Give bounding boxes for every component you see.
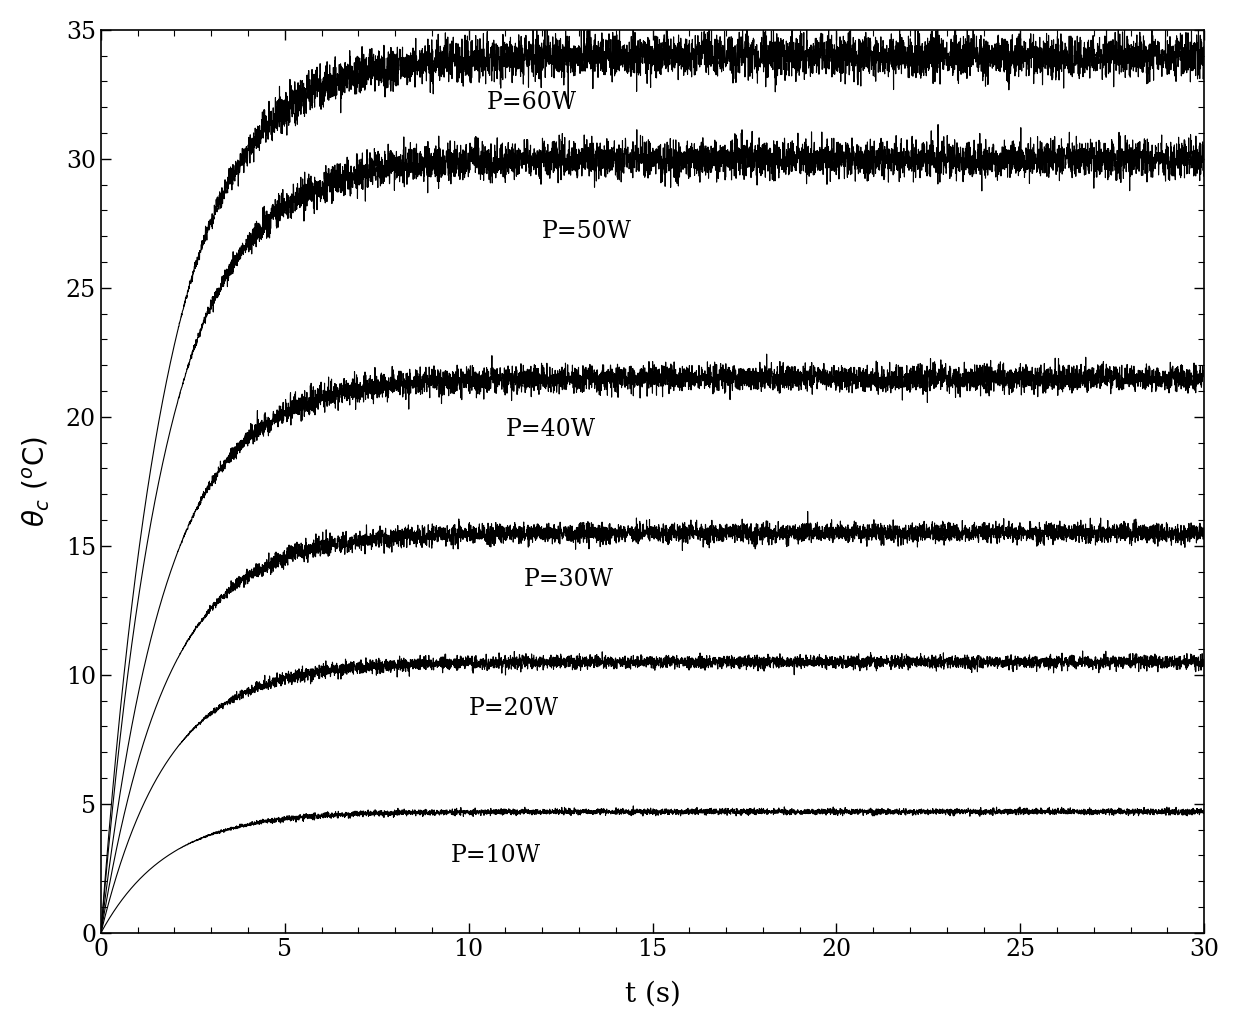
X-axis label: t (s): t (s) xyxy=(625,980,681,1007)
Text: P=50W: P=50W xyxy=(542,220,632,243)
Text: P=30W: P=30W xyxy=(523,567,614,591)
Text: P=60W: P=60W xyxy=(487,90,577,113)
Text: P=40W: P=40W xyxy=(506,418,595,441)
Text: P=20W: P=20W xyxy=(469,697,559,720)
Text: P=10W: P=10W xyxy=(450,844,541,867)
Y-axis label: $\theta_c\ (^o\mathrm{C})$: $\theta_c\ (^o\mathrm{C})$ xyxy=(21,436,52,527)
